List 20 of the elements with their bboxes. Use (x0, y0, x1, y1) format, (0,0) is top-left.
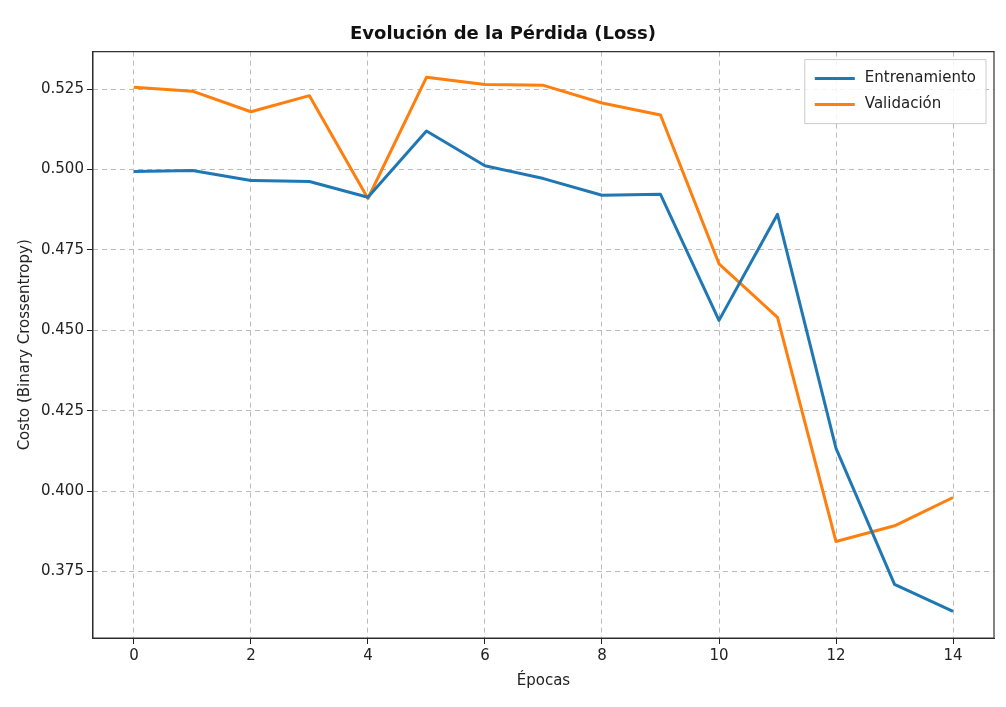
legend-label: Entrenamiento (864, 68, 977, 87)
x-tick-label: 2 (246, 645, 256, 664)
y-tick-label: 0.400 (40, 480, 84, 499)
y-tick-label: 0.425 (40, 400, 84, 419)
y-tick-label: 0.500 (40, 159, 84, 178)
legend-label: Validación (864, 94, 942, 113)
x-tick-label: 10 (709, 645, 729, 664)
x-tick-label: 0 (129, 645, 139, 664)
x-tick-label: 12 (826, 645, 846, 664)
x-tick-label: 4 (363, 645, 373, 664)
x-tick-label: 14 (943, 645, 963, 664)
y-axis-title: Costo (Binary Crossentropy) (14, 239, 33, 451)
x-tick-label: 6 (480, 645, 490, 664)
y-tick-label: 0.475 (40, 239, 84, 258)
y-tick-label: 0.375 (40, 561, 84, 580)
x-tick-label: 8 (597, 645, 607, 664)
x-axis-title: Épocas (516, 669, 571, 689)
y-tick-label: 0.450 (40, 320, 84, 339)
y-tick-label: 0.525 (40, 79, 84, 98)
chart-title: Evolución de la Pérdida (Loss) (350, 22, 656, 44)
